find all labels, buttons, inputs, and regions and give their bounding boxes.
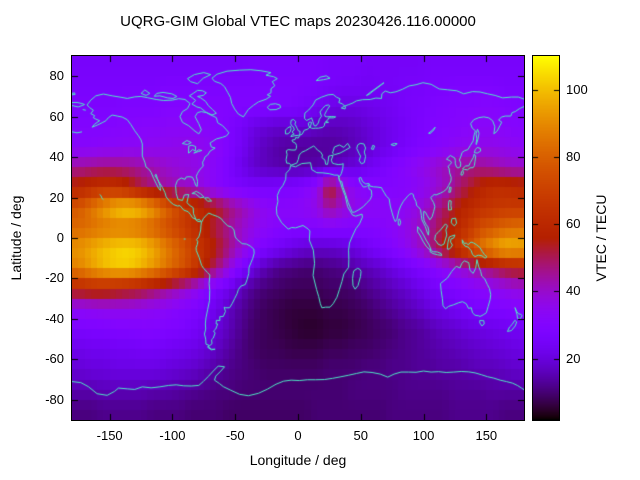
x-tick-label: 50: [353, 428, 368, 443]
chart-title: UQRG-GIM Global VTEC maps 20230426.116.0…: [120, 13, 476, 30]
y-tick-label: 40: [49, 149, 64, 165]
plot-area: [71, 55, 525, 421]
colorbar-label: VTEC / TECU: [593, 194, 609, 282]
y-tick-label: -20: [45, 270, 64, 286]
y-tick-label: 20: [49, 189, 64, 205]
y-tick-label: -60: [45, 351, 64, 367]
colorbar-tick-label: 80: [566, 148, 581, 164]
colorbar: [532, 55, 560, 421]
colorbar-canvas: [533, 56, 559, 420]
colorbar-tick-label: 100: [566, 81, 588, 97]
vtec-heatmap-canvas: [72, 56, 524, 420]
y-tick-label: 0: [56, 230, 64, 245]
y-tick-label: -40: [45, 310, 64, 326]
y-tick-label: -80: [45, 391, 64, 407]
colorbar-tick-label: 20: [566, 350, 581, 366]
colorbar-tick-label: 40: [566, 283, 581, 299]
x-tick-label: -50: [225, 428, 245, 443]
y-tick-label: 60: [49, 108, 64, 124]
colorbar-tick-label: 60: [566, 216, 581, 232]
y-tick-label: 80: [49, 68, 64, 84]
x-tick-label: -150: [96, 428, 123, 443]
x-tick-label: 0: [294, 428, 302, 443]
x-tick-label: 100: [412, 428, 435, 443]
x-axis-label: Longitude / deg: [249, 452, 347, 468]
x-tick-label: -100: [159, 428, 186, 443]
x-tick-label: 150: [475, 428, 498, 443]
